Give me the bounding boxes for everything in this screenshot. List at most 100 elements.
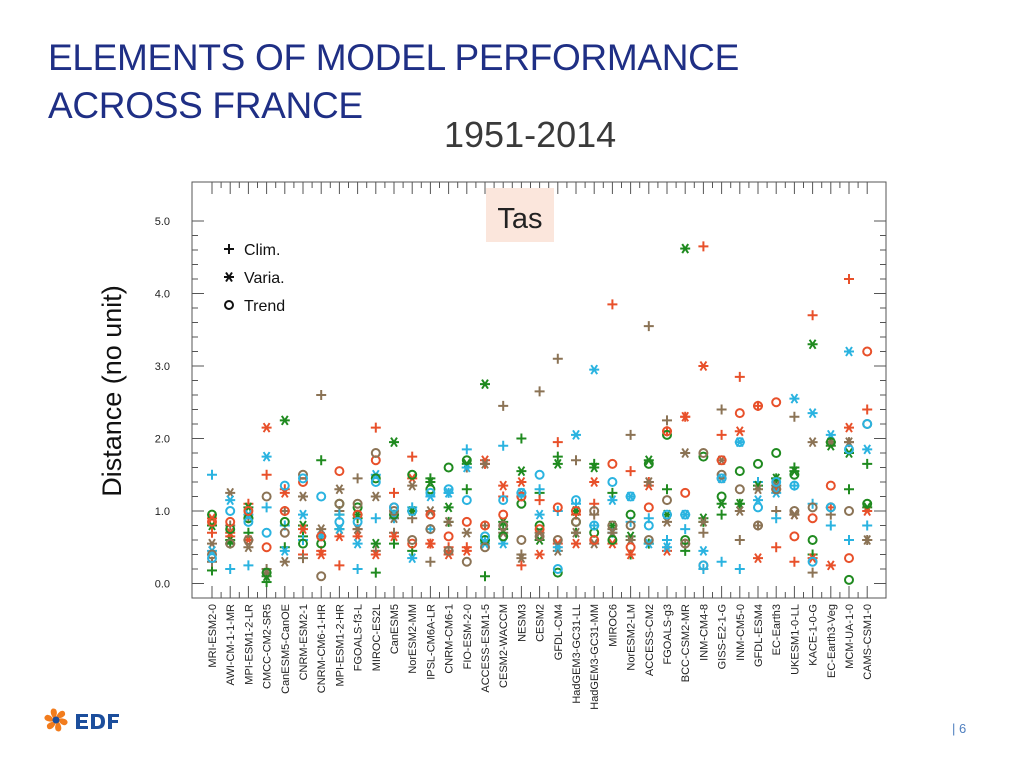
data-point — [662, 495, 672, 506]
data-point — [862, 498, 873, 509]
data-point — [807, 339, 818, 350]
data-point — [334, 516, 345, 527]
data-point — [862, 458, 873, 469]
data-point — [516, 553, 527, 564]
data-point — [571, 538, 581, 549]
x-tick-label: FGOALS-f3-L — [353, 604, 365, 671]
data-point — [207, 565, 217, 576]
data-point — [316, 531, 327, 542]
data-point — [407, 538, 418, 549]
data-point — [607, 299, 618, 310]
edf-logo — [44, 708, 119, 732]
data-point — [279, 506, 290, 516]
y-tick-label: 5.0 — [155, 216, 170, 228]
data-point — [480, 531, 490, 542]
data-point — [571, 455, 581, 466]
data-point — [534, 484, 545, 495]
x-tick-label: CESM2 — [535, 604, 547, 642]
x-tick-label: CNRM-CM6-1 — [444, 604, 456, 674]
data-point — [643, 520, 654, 531]
data-point — [771, 513, 782, 524]
x-tick-label: CAMS-CSM1-0 — [862, 604, 874, 680]
data-point — [716, 556, 727, 567]
data-point — [279, 556, 290, 567]
data-point — [298, 538, 308, 549]
data-point — [680, 243, 691, 254]
data-point — [207, 549, 217, 560]
legend-marker — [224, 244, 234, 254]
data-point — [753, 520, 763, 531]
data-point — [789, 469, 800, 480]
data-point — [443, 462, 454, 473]
data-point — [789, 556, 800, 567]
data-points — [207, 241, 873, 588]
data-point — [352, 564, 363, 574]
data-point — [716, 509, 727, 520]
data-point — [589, 476, 600, 488]
data-point — [862, 419, 873, 429]
data-point — [389, 506, 399, 516]
data-point — [771, 477, 782, 487]
data-point — [316, 571, 327, 582]
data-point — [734, 535, 745, 545]
data-point — [534, 495, 545, 506]
data-point — [589, 506, 600, 516]
x-tick-label: INM-CM5-0 — [735, 604, 747, 661]
legend-label: Varia. — [244, 270, 285, 287]
data-point — [225, 516, 236, 527]
data-point — [461, 495, 472, 506]
y-tick-label: 1.0 — [155, 506, 170, 518]
data-point — [625, 466, 636, 477]
data-point — [734, 408, 745, 419]
x-tick-label: KACE-1-0-G — [808, 604, 820, 666]
data-point — [552, 535, 563, 545]
y-tick-label: 2.0 — [155, 434, 170, 446]
data-point — [534, 531, 545, 542]
data-point — [352, 516, 363, 527]
slide-title-line-1: ELEMENTS OF MODEL PERFORMANCE — [48, 37, 739, 78]
x-tick-label: BCC-CSM2-MR — [680, 604, 692, 682]
data-point — [807, 502, 818, 513]
data-point — [334, 560, 345, 571]
data-point — [734, 437, 745, 448]
x-tick-label: NorESM2-LM — [626, 604, 638, 671]
data-point — [789, 393, 800, 404]
data-point — [552, 567, 563, 578]
x-tick-label: MIROC-ES2L — [371, 604, 383, 671]
data-point — [698, 241, 709, 252]
data-point — [643, 321, 654, 332]
data-point — [261, 469, 272, 480]
data-point — [844, 444, 854, 455]
data-point — [753, 502, 763, 513]
x-tick-label: CNRM-ESM2-1 — [298, 604, 310, 680]
data-point — [207, 469, 217, 480]
data-point — [680, 411, 691, 422]
data-point — [552, 437, 563, 448]
data-point — [625, 509, 636, 520]
data-point — [807, 535, 818, 545]
data-point — [243, 560, 254, 571]
chart-axes: 0.0 1.0 2.0 3.0 4.0 5.0 — [155, 181, 887, 599]
data-point — [498, 400, 509, 411]
data-point — [825, 480, 836, 491]
data-point — [589, 462, 600, 473]
x-tick-label: MIROC6 — [607, 604, 619, 647]
data-point — [225, 538, 236, 549]
data-point — [844, 422, 854, 433]
data-point — [862, 520, 873, 531]
data-point — [207, 553, 217, 564]
data-point — [680, 538, 691, 549]
data-point — [334, 498, 345, 509]
data-point — [498, 520, 509, 531]
x-tick-label: MCM-UA-1-0 — [844, 604, 856, 669]
data-point — [571, 527, 581, 538]
data-point — [480, 571, 490, 582]
slide-title-line-2: ACROSS FRANCE — [48, 85, 363, 126]
data-point — [680, 524, 691, 535]
data-point — [279, 415, 290, 426]
data-point — [407, 480, 418, 491]
data-point — [279, 516, 290, 527]
data-point — [716, 404, 727, 415]
data-point — [862, 346, 873, 357]
